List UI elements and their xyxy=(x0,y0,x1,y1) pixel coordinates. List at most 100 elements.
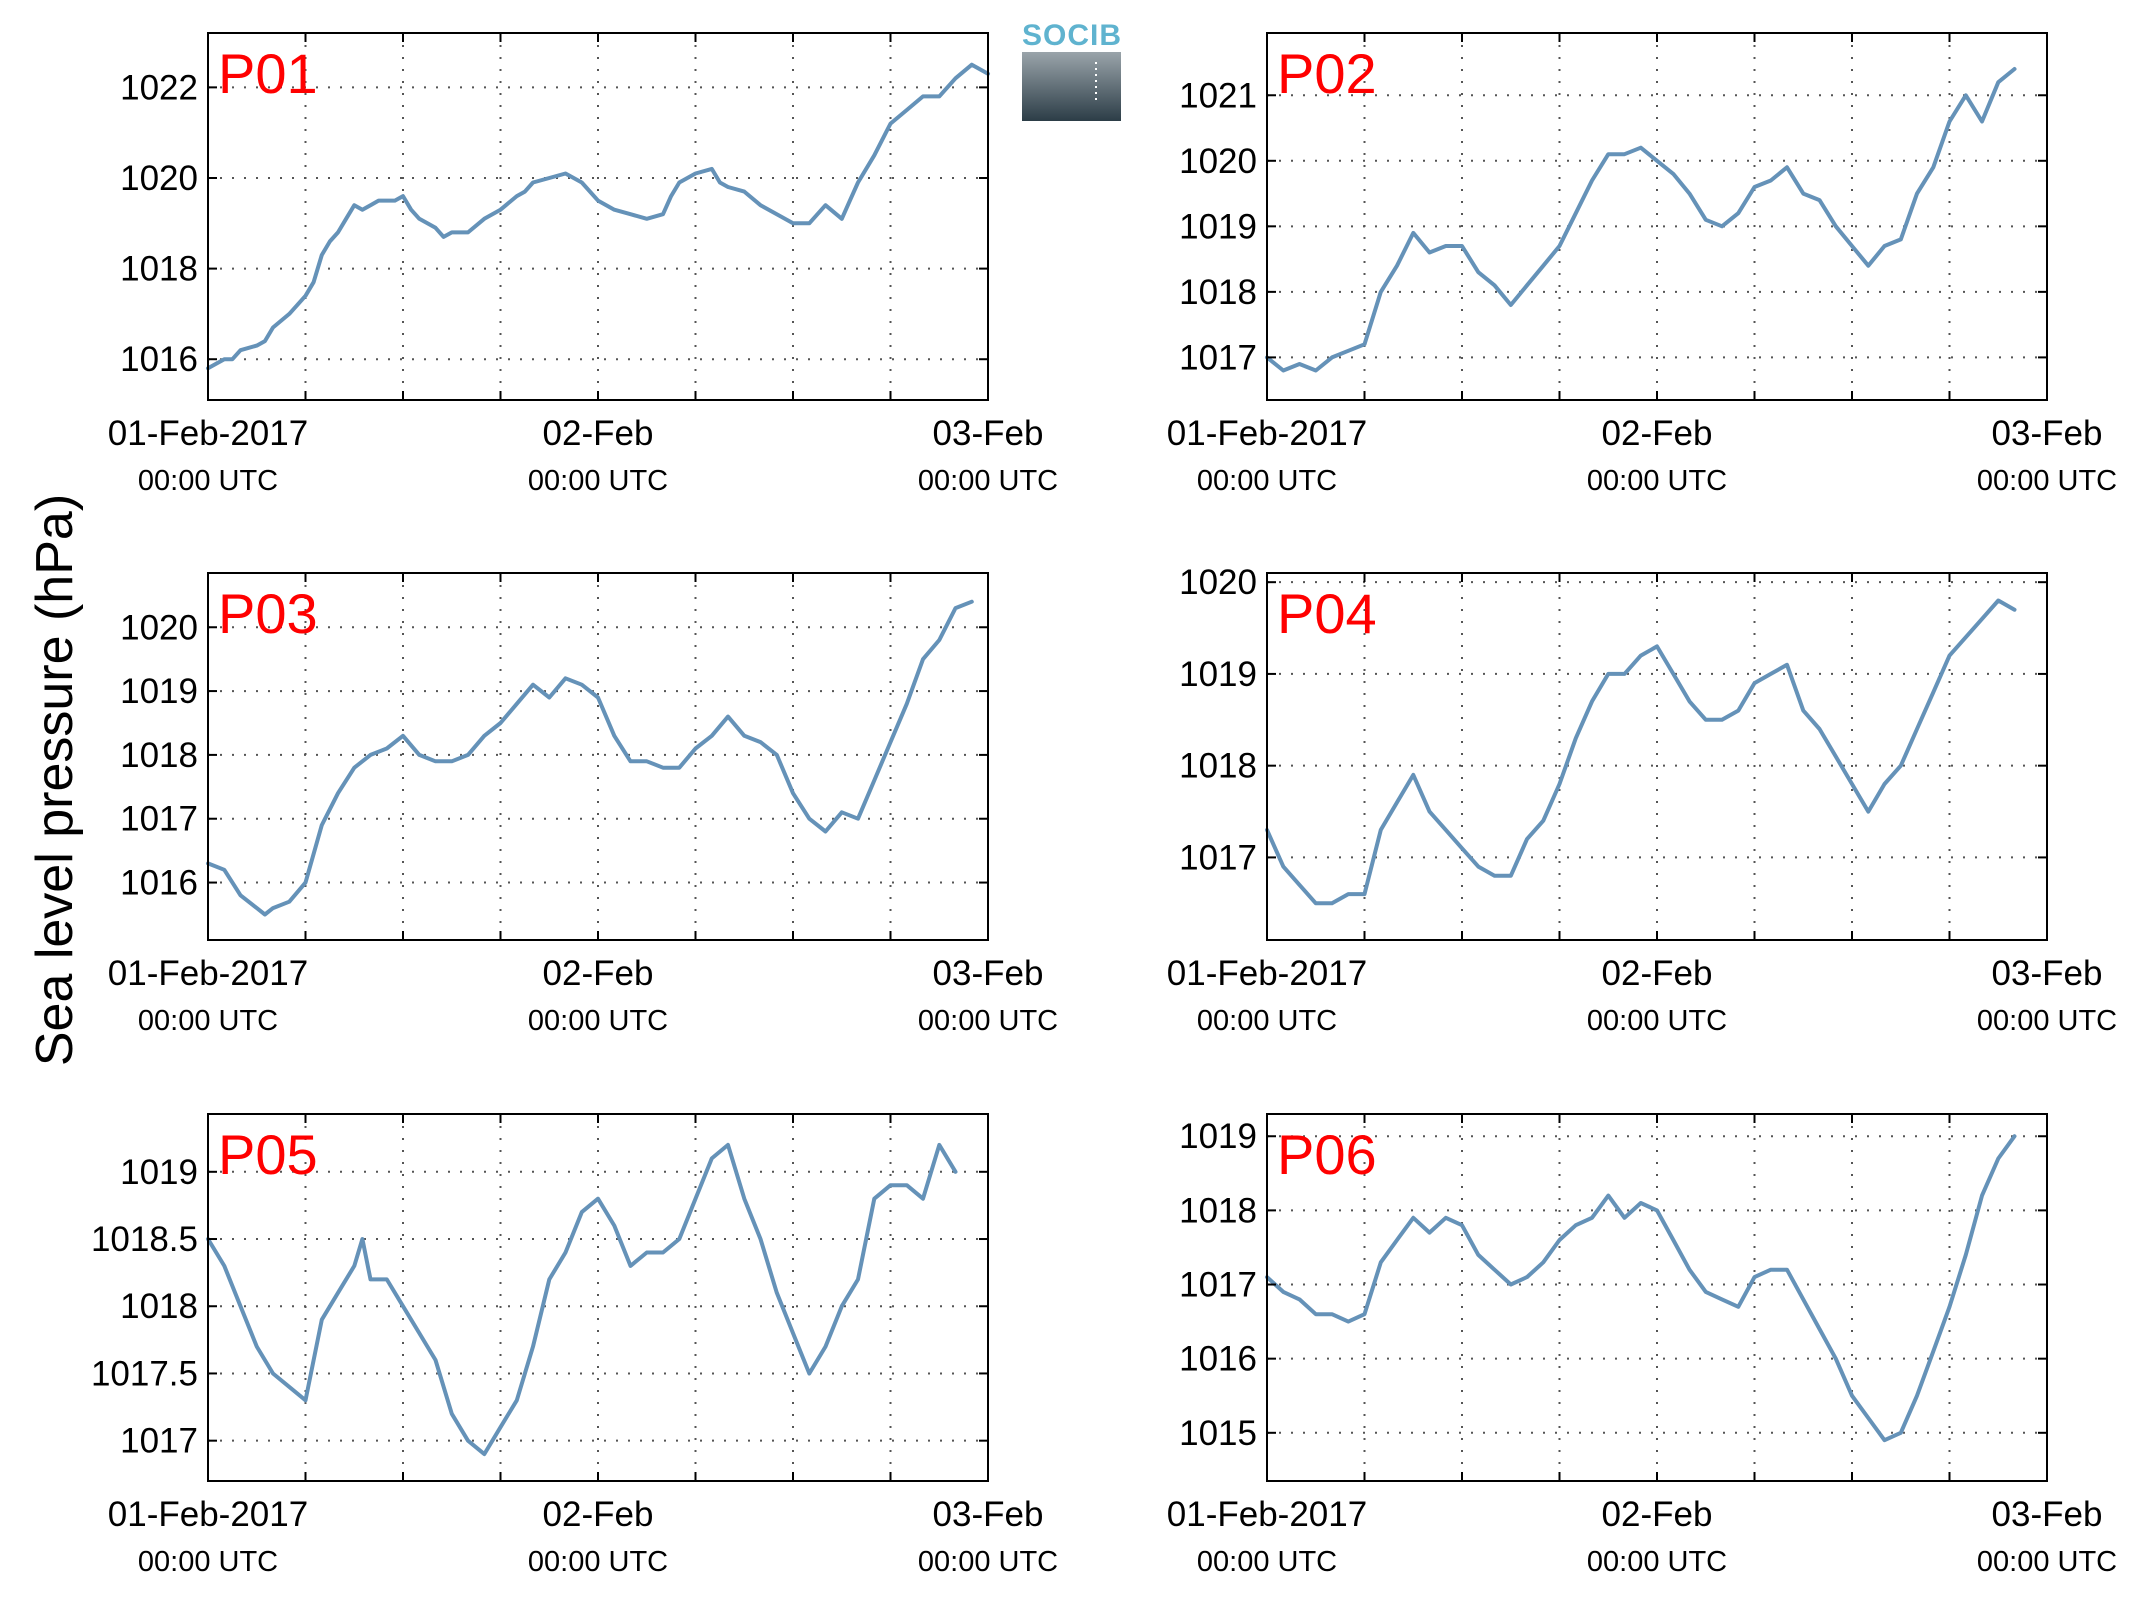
y-tick-label: 1018 xyxy=(1179,747,1257,786)
y-axis-label: Sea level pressure (hPa) xyxy=(26,494,84,1066)
y-tick-label: 1016 xyxy=(120,340,198,379)
socib-logo: SOCIB xyxy=(1022,19,1122,121)
y-tick-label: 1019 xyxy=(120,672,198,711)
y-tick-label: 1018.5 xyxy=(91,1220,198,1259)
panel-p02: 1017 1018 1019 1020 1021 01-Feb-2017 00:00 UTC… xyxy=(1167,32,2117,497)
x-tick-sublabel: 00:00 UTC xyxy=(1587,465,1727,497)
x-tick-label: 01-Feb-2017 xyxy=(1167,1495,1367,1534)
panel-p05: 1017 1017.5 1018 1018.5 1019 01-Feb-2017 00:00… xyxy=(91,1113,1058,1578)
x-tick-sublabel: 00:00 UTC xyxy=(918,1546,1058,1578)
y-tick-label: 1019 xyxy=(1179,207,1257,246)
x-tick-label: 02-Feb xyxy=(543,954,654,993)
panel-p03-label: P03 xyxy=(218,582,318,645)
panel-p04-grid xyxy=(1266,573,2048,940)
x-tick-label: 03-Feb xyxy=(1992,414,2103,453)
y-tick-label: 1020 xyxy=(1179,563,1257,602)
x-tick-label: 02-Feb xyxy=(543,414,654,453)
panel-p01-label: P01 xyxy=(218,42,318,105)
panel-p03-series-line xyxy=(206,599,974,917)
x-tick-sublabel: 00:00 UTC xyxy=(528,1005,668,1037)
x-tick-sublabel: 00:00 UTC xyxy=(1197,1005,1337,1037)
x-tick-label: 03-Feb xyxy=(933,954,1044,993)
y-tick-label: 1018 xyxy=(1179,1191,1257,1230)
y-tick-label: 1016 xyxy=(1179,1340,1257,1379)
y-tick-label: 1016 xyxy=(120,864,198,903)
y-tick-label: 1015 xyxy=(1179,1414,1257,1453)
x-tick-sublabel: 00:00 UTC xyxy=(138,1005,278,1037)
panel-p04-axes-frame xyxy=(1266,572,2048,941)
panel-p04-series-line xyxy=(1265,598,2017,906)
x-tick-label: 01-Feb-2017 xyxy=(1167,954,1367,993)
x-tick-sublabel: 00:00 UTC xyxy=(1587,1005,1727,1037)
x-tick-label: 03-Feb xyxy=(1992,1495,2103,1534)
x-tick-label: 02-Feb xyxy=(1602,954,1713,993)
y-tick-label: 1017 xyxy=(120,800,198,839)
y-tick-label: 1021 xyxy=(1179,76,1257,115)
y-tick-label: 1017 xyxy=(1179,838,1257,877)
panel-p01: 1016 1018 1020 1022 01-Feb-2017 00:00 UTC 02-F… xyxy=(108,32,1058,497)
socib-logo-block xyxy=(1022,52,1121,121)
x-tick-sublabel: 00:00 UTC xyxy=(1197,465,1337,497)
x-tick-sublabel: 00:00 UTC xyxy=(1977,465,2117,497)
x-tick-sublabel: 00:00 UTC xyxy=(138,465,278,497)
x-tick-sublabel: 00:00 UTC xyxy=(1197,1546,1337,1578)
x-tick-label: 03-Feb xyxy=(933,1495,1044,1534)
x-tick-sublabel: 00:00 UTC xyxy=(1977,1005,2117,1037)
x-tick-sublabel: 00:00 UTC xyxy=(1977,1546,2117,1578)
panel-p02-label: P02 xyxy=(1277,42,1377,105)
y-tick-label: 1017 xyxy=(120,1422,198,1461)
y-tick-label: 1017 xyxy=(1179,338,1257,377)
y-tick-label: 1019 xyxy=(120,1153,198,1192)
x-tick-label: 03-Feb xyxy=(1992,954,2103,993)
y-tick-label: 1019 xyxy=(1179,1117,1257,1156)
y-tick-label: 1017 xyxy=(1179,1266,1257,1305)
x-tick-sublabel: 00:00 UTC xyxy=(528,1546,668,1578)
y-tick-label: 1020 xyxy=(1179,142,1257,181)
panel-p01-grid xyxy=(207,33,989,400)
panels: 1016 1018 1020 1022 01-Feb-2017 00:00 UTC 02-F… xyxy=(91,32,2117,1578)
panel-p05-series-line xyxy=(206,1142,958,1457)
x-tick-sublabel: 00:00 UTC xyxy=(1587,1546,1727,1578)
x-tick-sublabel: 00:00 UTC xyxy=(918,465,1058,497)
y-tick-label: 1020 xyxy=(120,608,198,647)
panel-p03-grid xyxy=(207,573,989,940)
panel-p02-axes-frame xyxy=(1266,32,2048,401)
panel-p03: 1016 1017 1018 1019 1020 01-Feb-2017 00:00 UTC… xyxy=(108,572,1058,1037)
panel-p05-grid xyxy=(207,1114,989,1481)
y-tick-label: 1018 xyxy=(120,736,198,775)
x-tick-label: 01-Feb-2017 xyxy=(108,414,308,453)
panel-p05-label: P05 xyxy=(218,1123,318,1186)
panel-p01-axes-frame xyxy=(207,32,989,401)
x-tick-label: 01-Feb-2017 xyxy=(108,1495,308,1534)
y-tick-label: 1018 xyxy=(120,250,198,289)
y-tick-label: 1017.5 xyxy=(91,1354,198,1393)
x-tick-sublabel: 00:00 UTC xyxy=(918,1005,1058,1037)
x-tick-label: 03-Feb xyxy=(933,414,1044,453)
x-tick-label: 02-Feb xyxy=(1602,414,1713,453)
panel-p02-grid xyxy=(1266,33,2048,400)
panel-p04-label: P04 xyxy=(1277,582,1377,645)
panel-p06-grid xyxy=(1266,1114,2048,1481)
x-tick-sublabel: 00:00 UTC xyxy=(138,1546,278,1578)
y-tick-label: 1018 xyxy=(120,1287,198,1326)
x-tick-label: 01-Feb-2017 xyxy=(108,954,308,993)
panel-p02-series-line xyxy=(1265,67,2017,373)
x-tick-label: 02-Feb xyxy=(543,1495,654,1534)
socib-logo-text: SOCIB xyxy=(1022,19,1122,52)
panel-p04: 1017 1018 1019 1020 01-Feb-2017 00:00 UTC 02-F… xyxy=(1167,563,2117,1037)
panel-p06: 1015 1016 1017 1018 1019 01-Feb-2017 00:00 UTC… xyxy=(1167,1113,2117,1578)
y-tick-label: 1019 xyxy=(1179,655,1257,694)
panel-p06-axes-frame xyxy=(1266,1113,2048,1482)
x-tick-label: 02-Feb xyxy=(1602,1495,1713,1534)
x-tick-label: 01-Feb-2017 xyxy=(1167,414,1367,453)
y-tick-label: 1018 xyxy=(1179,273,1257,312)
x-tick-sublabel: 00:00 UTC xyxy=(528,465,668,497)
panel-p06-series-line xyxy=(1265,1134,2017,1443)
y-tick-label: 1022 xyxy=(120,68,198,107)
panel-p03-axes-frame xyxy=(207,572,989,941)
y-tick-label: 1020 xyxy=(120,159,198,198)
panel-p05-axes-frame xyxy=(207,1113,989,1482)
panel-p06-label: P06 xyxy=(1277,1123,1377,1186)
panel-p01-series-line xyxy=(206,62,990,371)
